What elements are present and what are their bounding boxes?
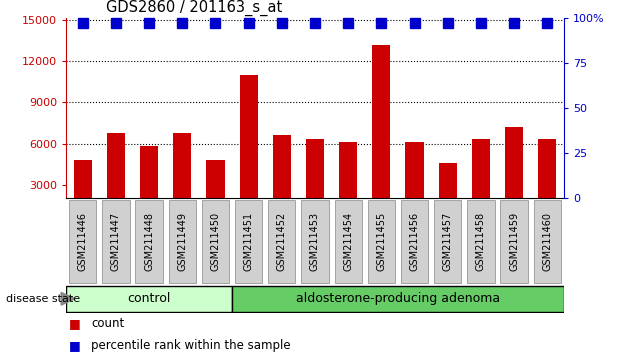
Text: disease state: disease state xyxy=(6,294,81,304)
Bar xyxy=(406,142,423,198)
Text: GSM211452: GSM211452 xyxy=(277,212,287,271)
Bar xyxy=(173,133,192,198)
FancyBboxPatch shape xyxy=(69,200,96,283)
FancyBboxPatch shape xyxy=(235,200,262,283)
Bar xyxy=(74,160,92,198)
FancyBboxPatch shape xyxy=(102,200,130,283)
Bar xyxy=(66,286,232,312)
Bar xyxy=(505,127,523,198)
FancyBboxPatch shape xyxy=(534,200,561,283)
Bar xyxy=(438,163,457,198)
Text: GSM211455: GSM211455 xyxy=(376,212,386,271)
Text: GSM211451: GSM211451 xyxy=(244,212,254,271)
Bar xyxy=(140,146,158,198)
Text: control: control xyxy=(127,292,171,305)
FancyBboxPatch shape xyxy=(301,200,329,283)
Polygon shape xyxy=(61,292,75,305)
Text: ■: ■ xyxy=(69,318,81,330)
Text: GSM211457: GSM211457 xyxy=(443,212,453,271)
Text: GSM211450: GSM211450 xyxy=(210,212,220,271)
Text: GSM211453: GSM211453 xyxy=(310,212,320,271)
FancyBboxPatch shape xyxy=(401,200,428,283)
FancyBboxPatch shape xyxy=(169,200,196,283)
Text: percentile rank within the sample: percentile rank within the sample xyxy=(91,339,291,352)
Bar xyxy=(107,133,125,198)
Text: aldosterone-producing adenoma: aldosterone-producing adenoma xyxy=(296,292,500,305)
Text: GDS2860 / 201163_s_at: GDS2860 / 201163_s_at xyxy=(106,0,282,16)
Bar xyxy=(232,286,564,312)
FancyBboxPatch shape xyxy=(335,200,362,283)
Text: ■: ■ xyxy=(69,339,81,352)
Text: GSM211448: GSM211448 xyxy=(144,212,154,271)
FancyBboxPatch shape xyxy=(500,200,528,283)
Text: GSM211447: GSM211447 xyxy=(111,212,121,271)
Bar xyxy=(339,142,357,198)
Bar xyxy=(273,135,291,198)
FancyBboxPatch shape xyxy=(467,200,495,283)
Bar xyxy=(538,139,556,198)
Text: count: count xyxy=(91,318,125,330)
FancyBboxPatch shape xyxy=(368,200,395,283)
Bar xyxy=(239,75,258,198)
Text: GSM211460: GSM211460 xyxy=(542,212,553,271)
Bar xyxy=(472,139,490,198)
Bar xyxy=(306,139,324,198)
Text: GSM211446: GSM211446 xyxy=(77,212,88,271)
Bar xyxy=(372,45,391,198)
FancyBboxPatch shape xyxy=(135,200,163,283)
Text: GSM211459: GSM211459 xyxy=(509,212,519,271)
FancyBboxPatch shape xyxy=(268,200,295,283)
Text: GSM211458: GSM211458 xyxy=(476,212,486,271)
FancyBboxPatch shape xyxy=(434,200,461,283)
Text: GSM211456: GSM211456 xyxy=(410,212,420,271)
Text: GSM211449: GSM211449 xyxy=(177,212,187,271)
Bar xyxy=(207,160,224,198)
FancyBboxPatch shape xyxy=(202,200,229,283)
Text: GSM211454: GSM211454 xyxy=(343,212,353,271)
